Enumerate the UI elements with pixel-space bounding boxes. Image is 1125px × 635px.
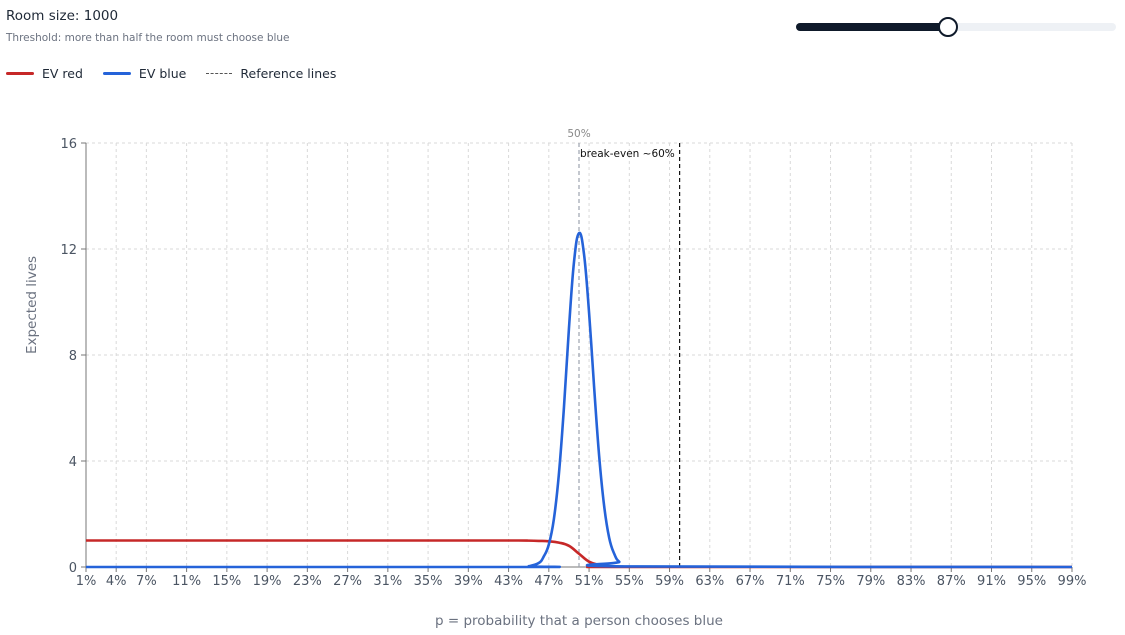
x-tick-label: 75%	[816, 574, 845, 589]
series-line-ev-red	[86, 539, 1072, 569]
x-tick-label: 67%	[736, 574, 765, 589]
x-tick-label: 55%	[615, 574, 644, 589]
legend-label-ev-red: EV red	[42, 66, 83, 81]
tick-labels-layer: 0 4 8 12 16 1% 4% 7% 11% 15% 19% 23% 27% 31% 35% 39% 43%…	[60, 137, 1086, 589]
y-tick-label: 16	[60, 137, 77, 152]
x-tick-label: 99%	[1058, 574, 1087, 589]
x-tick-label: 83%	[897, 574, 926, 589]
legend-swatch-red	[6, 72, 34, 75]
legend-item-ev-red: EV red	[6, 66, 83, 81]
x-tick-label: 95%	[1017, 574, 1046, 589]
x-tick-label: 59%	[655, 574, 684, 589]
series-line-ev-blue	[86, 231, 1073, 569]
x-tick-label: 39%	[454, 574, 483, 589]
y-tick-label: 4	[69, 455, 77, 470]
x-tick-label: 31%	[373, 574, 402, 589]
x-tick-label: 19%	[253, 574, 282, 589]
x-axis-title: p = probability that a person chooses bl…	[435, 613, 723, 629]
reference-line-label: break-even ~60%	[580, 148, 675, 160]
y-tick-label: 12	[60, 243, 77, 258]
slider-fill	[796, 23, 948, 31]
y-tick-label: 8	[69, 349, 77, 364]
reference-lines-layer: 50% break-even ~60%	[567, 128, 681, 567]
x-tick-label: 87%	[937, 574, 966, 589]
x-tick-label: 1%	[76, 574, 97, 589]
y-axis-title: Expected lives	[24, 256, 40, 354]
x-tick-label: 35%	[414, 574, 443, 589]
chart-legend: EV red EV blue Reference lines	[6, 66, 356, 81]
x-tick-label: 15%	[212, 574, 241, 589]
series-layer	[86, 231, 1073, 569]
legend-item-ev-blue: EV blue	[102, 66, 187, 81]
legend-label-reference-lines: Reference lines	[240, 66, 337, 81]
axes-layer	[81, 142, 1073, 572]
x-tick-label: 23%	[293, 574, 322, 589]
x-tick-label: 63%	[695, 574, 724, 589]
room-size-label: Room size: 1000	[6, 8, 119, 24]
legend-item-reference-lines: Reference lines	[206, 66, 336, 81]
x-tick-label: 27%	[333, 574, 362, 589]
x-tick-label: 51%	[575, 574, 604, 589]
x-tick-label: 71%	[776, 574, 805, 589]
x-tick-label: 47%	[534, 574, 563, 589]
reference-line-label: 50%	[567, 128, 590, 140]
x-tick-label: 79%	[856, 574, 885, 589]
threshold-description: Threshold: more than half the room must …	[6, 32, 290, 44]
slider-thumb[interactable]	[938, 17, 958, 37]
x-tick-label: 43%	[494, 574, 523, 589]
x-tick-label: 7%	[136, 574, 157, 589]
legend-swatch-blue	[102, 72, 131, 75]
x-tick-label: 4%	[106, 574, 127, 589]
legend-label-ev-blue: EV blue	[138, 66, 187, 81]
x-tick-label: 91%	[977, 574, 1006, 589]
x-tick-label: 11%	[172, 574, 201, 589]
y-tick-label: 0	[69, 561, 77, 576]
legend-swatch-dashed	[206, 73, 233, 74]
room-size-slider[interactable]	[796, 17, 1116, 37]
